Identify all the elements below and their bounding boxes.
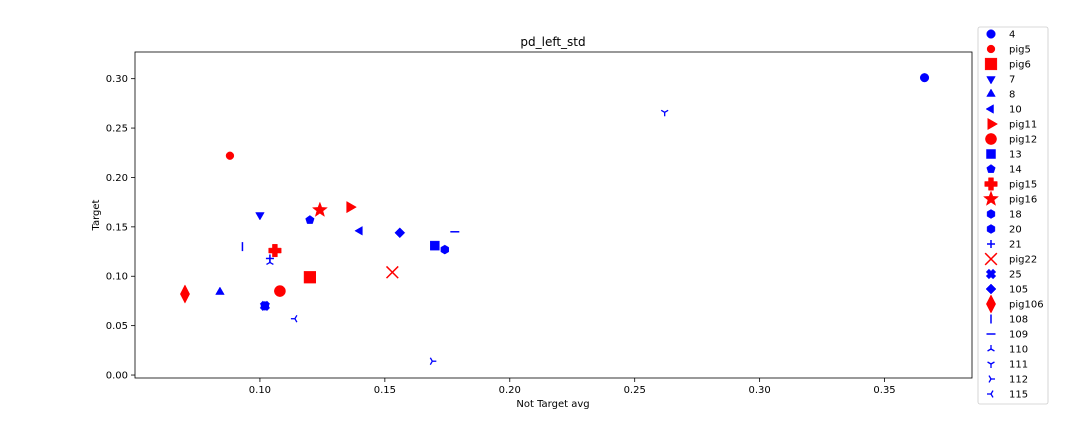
legend-label-8: 8 xyxy=(1009,90,1015,101)
legend-marker-pig15 xyxy=(984,177,998,191)
legend-marker-pig5 xyxy=(986,44,996,54)
legend-label-112: 112 xyxy=(1009,375,1028,386)
legend-marker-110 xyxy=(987,345,995,352)
y-axis: 0.00 0.05 0.10 0.15 0.20 0.25 0.30 xyxy=(106,74,135,382)
legend-label-10: 10 xyxy=(1009,105,1022,116)
legend-box xyxy=(977,26,1049,405)
y-tick-label: 0.15 xyxy=(106,222,128,233)
chart-title: pd_left_std xyxy=(520,35,585,49)
data-point-pig11 xyxy=(346,201,357,214)
data-point-115 xyxy=(290,314,298,323)
legend-label-18: 18 xyxy=(1009,210,1022,221)
legend-marker-13 xyxy=(986,149,996,159)
data-point-pig16 xyxy=(311,201,328,217)
legend-label-105: 105 xyxy=(1009,285,1028,296)
data-point-8 xyxy=(215,286,225,295)
legend-marker-4 xyxy=(986,29,996,39)
data-points xyxy=(180,73,930,365)
legend-marker-14 xyxy=(986,164,996,173)
legend-label-pig106: pig106 xyxy=(1009,300,1044,311)
legend-marker-25 xyxy=(985,268,997,280)
legend-label-pig12: pig12 xyxy=(1009,135,1037,146)
legend-label-115: 115 xyxy=(1009,390,1028,401)
data-point-7 xyxy=(255,212,265,221)
data-point-pig15 xyxy=(268,244,282,258)
y-tick-label: 0.00 xyxy=(106,371,128,382)
legend-label-20: 20 xyxy=(1009,225,1022,236)
data-point-25 xyxy=(259,300,271,311)
legend: 4 pig5 pig6 7 8 10 pig11 pig12 13 14 pig15 pig16 18 2… xyxy=(977,26,1049,405)
x-tick-label: 0.10 xyxy=(249,385,271,396)
legend-marker-112 xyxy=(988,375,995,383)
x-tick-label: 0.35 xyxy=(873,385,895,396)
x-tick-label: 0.20 xyxy=(499,385,521,396)
data-point-pig22 xyxy=(385,265,399,279)
legend-label-pig5: pig5 xyxy=(1009,45,1031,56)
y-axis-label: Target xyxy=(91,199,102,231)
x-tick-label: 0.15 xyxy=(374,385,396,396)
legend-label-pig11: pig11 xyxy=(1009,120,1037,131)
legend-marker-20 xyxy=(986,224,996,234)
legend-marker-105 xyxy=(985,283,997,295)
x-tick-label: 0.30 xyxy=(748,385,770,396)
x-axis: 0.10 0.15 0.20 0.25 0.30 0.35 xyxy=(249,378,896,396)
legend-marker-10 xyxy=(985,104,994,114)
data-point-14 xyxy=(305,215,315,224)
data-point-111 xyxy=(660,109,669,117)
legend-label-pig16: pig16 xyxy=(1009,195,1037,206)
y-tick-label: 0.25 xyxy=(106,124,128,135)
y-tick-label: 0.30 xyxy=(106,74,128,85)
data-point-105 xyxy=(394,227,406,239)
legend-marker-111 xyxy=(987,361,995,368)
legend-marker-pig22 xyxy=(984,252,998,266)
plot-area-frame xyxy=(134,51,973,379)
legend-marker-18 xyxy=(986,209,996,219)
legend-label-14: 14 xyxy=(1009,165,1022,176)
legend-label-13: 13 xyxy=(1009,150,1022,161)
data-point-18 xyxy=(440,244,449,255)
legend-label-pig15: pig15 xyxy=(1009,180,1037,191)
y-tick-label: 0.10 xyxy=(106,272,128,283)
data-point-pig6 xyxy=(303,271,316,284)
legend-label-108: 108 xyxy=(1009,315,1028,326)
legend-marker-pig106 xyxy=(986,294,996,314)
legend-label-111: 111 xyxy=(1009,360,1028,371)
legend-label-25: 25 xyxy=(1009,270,1022,281)
legend-marker-pig12 xyxy=(985,133,997,145)
legend-label-pig6: pig6 xyxy=(1009,60,1031,71)
x-tick-label: 0.25 xyxy=(624,385,646,396)
legend-marker-7 xyxy=(986,76,996,85)
legend-label-4: 4 xyxy=(1009,30,1015,41)
data-point-13 xyxy=(430,240,440,251)
legend-label-7: 7 xyxy=(1009,75,1015,86)
data-point-pig106 xyxy=(180,284,190,304)
legend-label-110: 110 xyxy=(1009,345,1028,356)
data-point-112 xyxy=(429,357,437,365)
data-point-pig12 xyxy=(274,285,286,297)
y-tick-label: 0.05 xyxy=(106,321,128,332)
legend-marker-115 xyxy=(987,390,994,398)
legend-label-21: 21 xyxy=(1009,240,1022,251)
data-point-4 xyxy=(919,73,930,83)
data-point-pig5 xyxy=(225,151,235,160)
legend-label-pig22: pig22 xyxy=(1009,255,1037,266)
legend-marker-pig11 xyxy=(987,117,998,131)
x-axis-label: Not Target avg xyxy=(516,399,589,410)
data-point-10 xyxy=(354,226,363,236)
legend-marker-pig16 xyxy=(982,190,1000,206)
legend-marker-8 xyxy=(986,88,996,97)
legend-marker-21 xyxy=(987,240,995,248)
data-point-110 xyxy=(266,258,274,265)
legend-marker-pig6 xyxy=(984,57,998,71)
y-tick-label: 0.20 xyxy=(106,173,128,184)
legend-label-109: 109 xyxy=(1009,330,1028,341)
